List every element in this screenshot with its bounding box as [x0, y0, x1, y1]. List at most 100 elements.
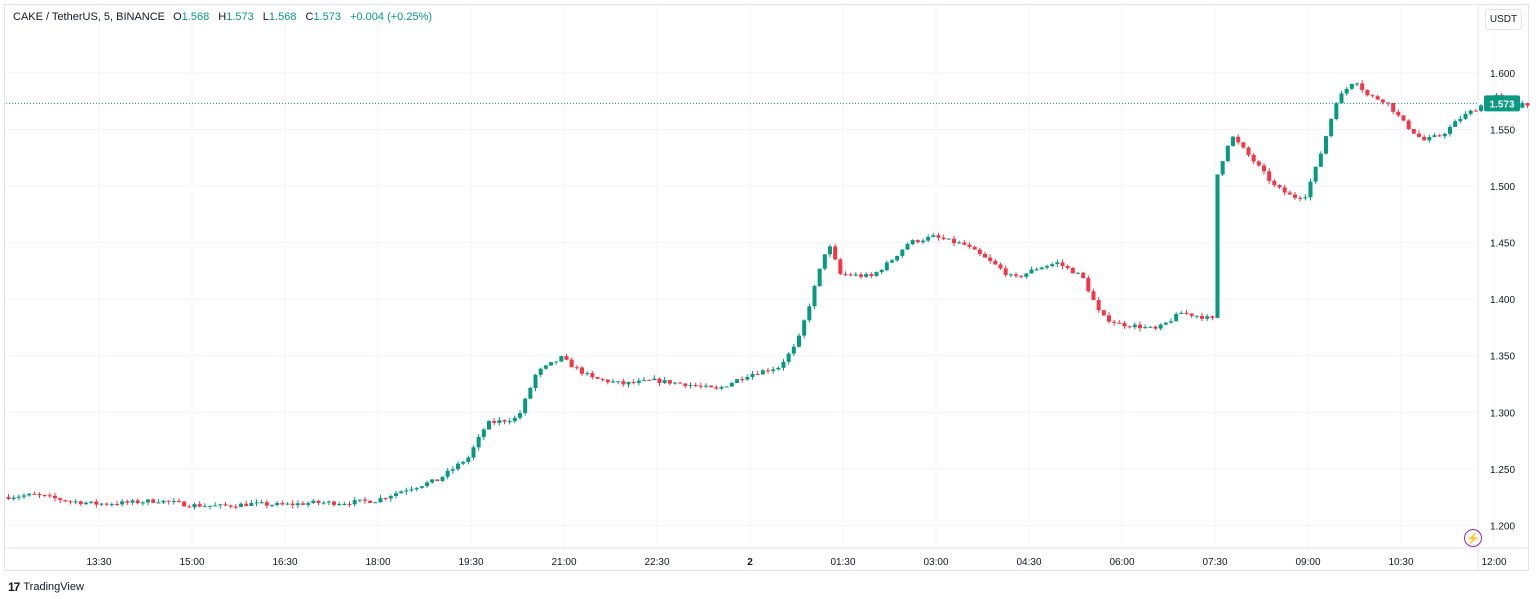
candle-body: [543, 365, 548, 369]
candle-body: [549, 362, 553, 366]
candle-body: [461, 461, 466, 464]
candle-body: [662, 380, 667, 384]
candle-body: [1065, 265, 1070, 268]
candle-body: [921, 240, 925, 243]
candle-body: [776, 367, 781, 370]
candle-body: [1360, 83, 1365, 90]
candle-body: [507, 421, 512, 423]
time-axis[interactable]: 13:30 15:00 16:30 18:00 19:30 21:00 22:30 2 01:3…: [86, 557, 1506, 568]
candle-body: [512, 417, 517, 422]
candle-body: [957, 242, 962, 244]
candle-body: [109, 504, 114, 506]
x-tick-label: 01:30: [830, 557, 855, 568]
candle-body: [1184, 312, 1189, 314]
candle-body: [910, 240, 915, 245]
candle-body: [270, 505, 274, 507]
candle-body: [290, 503, 295, 506]
candle-body: [884, 262, 889, 271]
candle-body: [197, 504, 202, 507]
candle-body: [347, 503, 352, 505]
candle-body: [1169, 321, 1173, 323]
candle-body: [440, 476, 445, 481]
candle-body: [936, 235, 941, 238]
candle-body: [1174, 313, 1179, 322]
candle-body: [1355, 83, 1359, 85]
candle-body: [931, 235, 936, 237]
candle-body: [1122, 323, 1127, 327]
candle-body: [1473, 110, 1478, 112]
candle-body: [1282, 187, 1287, 193]
candle-body: [1179, 312, 1184, 314]
candle-body: [233, 506, 238, 508]
candle-body: [822, 254, 827, 269]
lightning-icon[interactable]: ⚡: [1464, 529, 1482, 547]
y-tick-label: 1.600: [1490, 69, 1515, 80]
candle-body: [869, 274, 874, 277]
candle-body: [812, 286, 817, 307]
candle-body: [223, 504, 228, 506]
candle-body: [1225, 145, 1230, 162]
candle-body: [564, 356, 569, 360]
candle-body: [316, 500, 321, 503]
candle-body: [502, 420, 507, 422]
tradingview-logo[interactable]: 17 TradingView: [8, 580, 84, 594]
candle-body: [1143, 327, 1148, 329]
candle-body: [254, 502, 259, 504]
candle-body: [352, 500, 357, 505]
open-value: 1.568: [181, 11, 210, 23]
candle-body: [1267, 171, 1272, 181]
candle-body: [342, 503, 347, 505]
candle-body: [890, 260, 894, 263]
candle-body: [595, 377, 600, 379]
candle-body: [1417, 133, 1421, 137]
candle-body: [1401, 115, 1406, 121]
candle-body: [481, 429, 486, 437]
candle-body: [848, 274, 853, 276]
candle-body: [590, 373, 595, 378]
candle-body: [1525, 103, 1530, 106]
currency-button[interactable]: USDT: [1485, 9, 1522, 30]
candle-body: [988, 257, 993, 261]
candle-body: [1406, 120, 1411, 130]
symbol-name[interactable]: CAKE / TetherUS, 5, BINANCE: [13, 11, 166, 23]
candle-body: [574, 367, 579, 369]
candle-body: [1370, 95, 1375, 97]
candle-body: [657, 378, 662, 384]
candle-body: [636, 380, 641, 383]
candle-body: [838, 259, 843, 274]
candle-body: [569, 359, 574, 368]
candle-body: [580, 367, 584, 374]
candle-body: [1076, 272, 1080, 274]
candle-body: [73, 501, 78, 503]
candle-body: [1432, 135, 1437, 137]
candle-body: [171, 501, 176, 503]
candle-body: [1112, 321, 1117, 323]
candle-body: [301, 503, 305, 505]
candle-body: [37, 493, 42, 495]
candle-body: [295, 503, 300, 506]
candle-body: [528, 388, 533, 399]
candle-body: [1220, 161, 1225, 175]
candle-body: [399, 491, 404, 494]
candle-body: [239, 503, 243, 508]
candle-body: [626, 382, 631, 385]
last-price-badge: [1484, 95, 1520, 112]
symbol-legend: CAKE / TetherUS, 5, BINANCE O1.568 H1.57…: [13, 11, 438, 23]
candle-body: [1236, 136, 1241, 143]
price-axis[interactable]: 1.200 1.250 1.300 1.350 1.400 1.450 1.500 1.550…: [1490, 69, 1515, 533]
candle-body: [972, 246, 977, 250]
y-tick-label: 1.550: [1490, 125, 1515, 136]
candle-body: [1014, 274, 1018, 276]
chart-frame: [4, 4, 1529, 571]
candle-body: [120, 501, 125, 505]
candle-body: [1138, 324, 1142, 329]
candle-body: [32, 493, 37, 495]
candle-body: [1365, 89, 1370, 96]
candle-body: [378, 498, 383, 503]
candle-body: [1148, 326, 1153, 328]
candle-body: [1200, 315, 1204, 319]
candle-body: [435, 479, 440, 481]
candle-body: [1334, 103, 1339, 120]
candle-body: [1479, 105, 1483, 111]
